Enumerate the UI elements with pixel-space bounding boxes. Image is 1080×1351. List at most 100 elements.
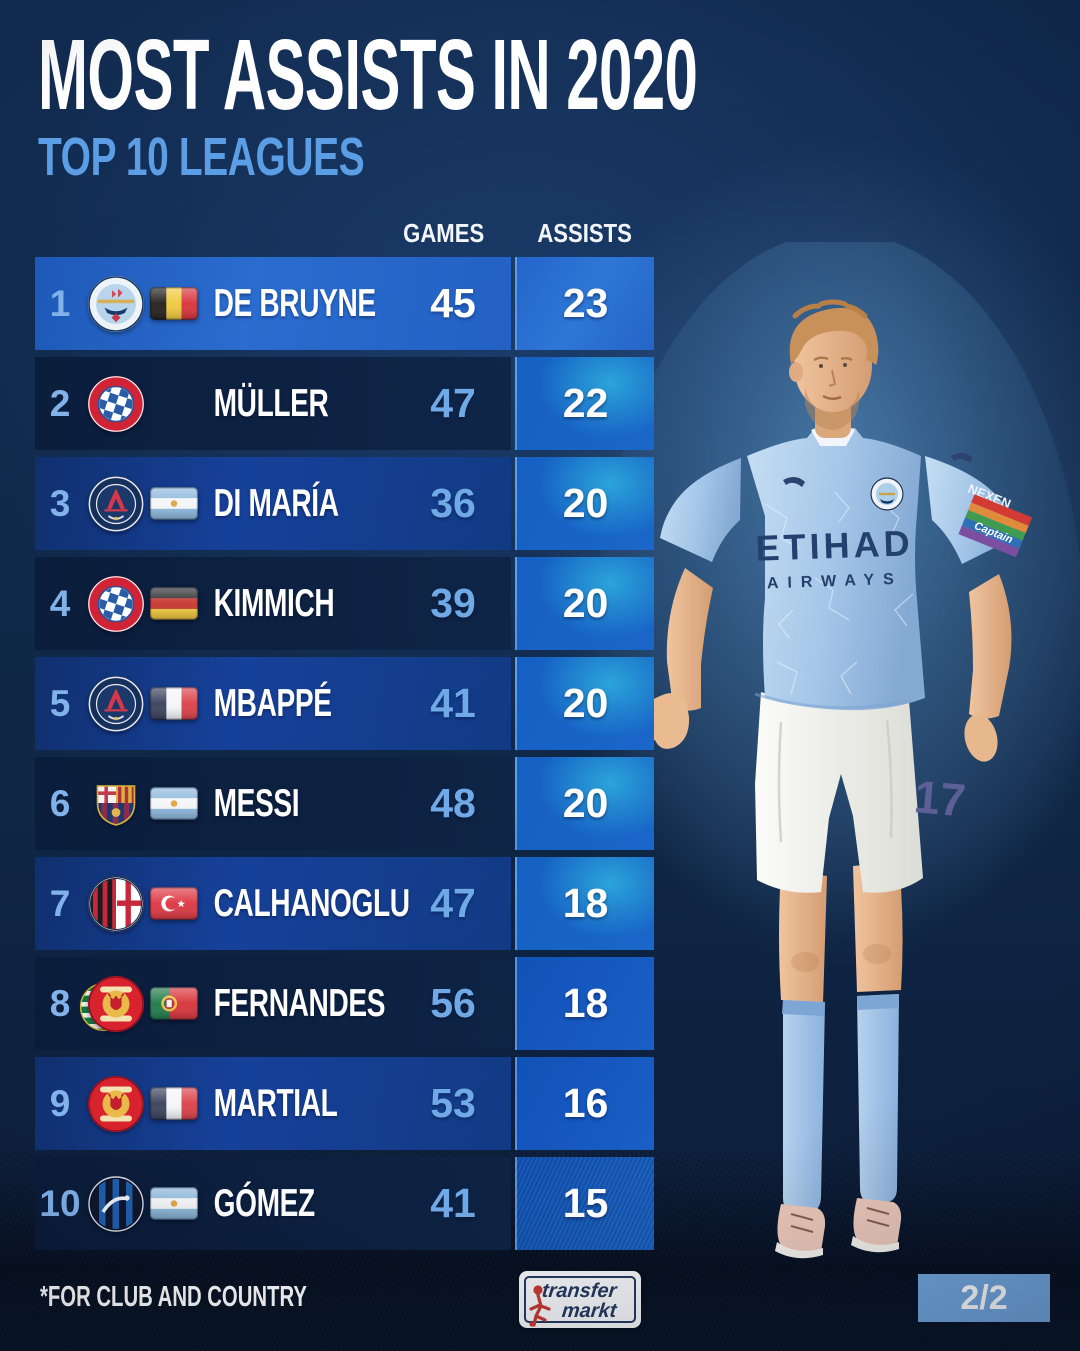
player-row-panel: 5 MBAPPÉ 41 bbox=[35, 657, 511, 750]
table-row: 10 GÓMEZ 41 15 bbox=[35, 1157, 660, 1250]
assists-value: 22 bbox=[562, 380, 609, 426]
jersey-sponsor-line2: AIRWAYS bbox=[767, 571, 903, 593]
rankings-table: 1 DE BRUYNE 45 23 2 MÜLLER 47 22 3 bbox=[35, 257, 660, 1257]
psg-badge-icon bbox=[85, 473, 147, 535]
player-name: FERNANDES bbox=[213, 981, 386, 1025]
ac-milan-badge-icon bbox=[85, 873, 147, 935]
table-row: 5 MBAPPÉ 41 20 bbox=[35, 657, 660, 750]
player-name: CALHANOGLU bbox=[213, 881, 410, 925]
atalanta-badge-icon bbox=[85, 1173, 147, 1235]
table-row: 1 DE BRUYNE 45 23 bbox=[35, 257, 660, 350]
psg-badge-icon bbox=[85, 673, 147, 735]
assists-value: 18 bbox=[562, 880, 609, 926]
table-row: 7 CALHANOGLU 47 18 bbox=[35, 857, 660, 950]
games-value: 53 bbox=[430, 1080, 476, 1126]
turkey-flag-icon bbox=[147, 887, 205, 920]
assists-value: 20 bbox=[562, 780, 609, 826]
assists-cell: 20 bbox=[515, 757, 654, 850]
player-name: MARTIAL bbox=[213, 1081, 338, 1125]
captain-armband-icon: Captain bbox=[958, 494, 1033, 558]
assists-value: 20 bbox=[562, 580, 609, 626]
player-row-panel: 2 MÜLLER 47 bbox=[35, 357, 511, 450]
puma-logo-icon bbox=[783, 476, 805, 487]
shorts-number: 17 bbox=[912, 770, 968, 826]
table-row: 8 FERNANDES 56 18 bbox=[35, 957, 660, 1050]
rank-label: 6 bbox=[49, 782, 71, 824]
assists-value: 15 bbox=[562, 1180, 609, 1226]
player-row-panel: 6 MESSI 48 bbox=[35, 757, 511, 850]
player-name: GÓMEZ bbox=[213, 1181, 316, 1225]
rank-label: 7 bbox=[49, 882, 71, 924]
rank-label: 2 bbox=[49, 382, 71, 424]
argentina-flag-icon bbox=[147, 1187, 205, 1220]
player-row-panel: 7 CALHANOGLU 47 bbox=[35, 857, 511, 950]
transfermarkt-logo: transfer markt bbox=[519, 1271, 641, 1328]
page-subtitle: TOP 10 LEAGUES bbox=[38, 127, 365, 187]
assists-cell: 22 bbox=[515, 357, 654, 450]
germany-flag-icon bbox=[147, 587, 205, 620]
belgium-flag-icon bbox=[147, 287, 205, 320]
france-flag-icon bbox=[147, 687, 205, 720]
man-city-badge-icon bbox=[85, 273, 147, 335]
table-row: 2 MÜLLER 47 22 bbox=[35, 357, 660, 450]
games-value: 36 bbox=[430, 480, 476, 526]
games-value: 39 bbox=[430, 580, 476, 626]
player-row-panel: 8 FERNANDES 56 bbox=[35, 957, 511, 1050]
player-row-panel: 4 KIMMICH 39 bbox=[35, 557, 511, 650]
player-name: DI MARÍA bbox=[213, 481, 339, 525]
assists-cell: 18 bbox=[515, 957, 654, 1050]
assists-cell: 20 bbox=[515, 557, 654, 650]
player-name: DE BRUYNE bbox=[213, 281, 377, 325]
games-value: 48 bbox=[430, 780, 476, 826]
rank-label: 8 bbox=[49, 982, 71, 1024]
rank-label: 5 bbox=[49, 682, 71, 724]
transfermarkt-logo-text: transfer markt bbox=[524, 1276, 636, 1327]
assists-value: 20 bbox=[562, 480, 609, 526]
rank-label: 10 bbox=[39, 1182, 81, 1224]
page-title: MOST ASSISTS IN 2020 bbox=[38, 19, 698, 131]
footnote: *FOR CLUB AND COUNTRY bbox=[40, 1281, 307, 1313]
player-shorts: 17 bbox=[755, 692, 968, 893]
column-headers: GAMES ASSISTS bbox=[0, 218, 1080, 250]
man-united-badge-icon bbox=[79, 973, 147, 1035]
table-row: 4 KIMMICH 39 20 bbox=[35, 557, 660, 650]
player-head bbox=[789, 299, 879, 438]
jersey-crackle-pattern bbox=[764, 481, 914, 695]
assists-cell: 23 bbox=[515, 257, 654, 350]
rank-label: 4 bbox=[49, 582, 71, 624]
player-name: MBAPPÉ bbox=[213, 681, 332, 725]
argentina-flag-icon bbox=[147, 487, 205, 520]
assists-cell: 15 bbox=[515, 1157, 654, 1250]
games-value: 45 bbox=[430, 280, 476, 326]
games-value: 47 bbox=[430, 880, 476, 926]
assists-value: 20 bbox=[562, 680, 609, 726]
player-name: MESSI bbox=[213, 781, 300, 825]
assists-cell: 20 bbox=[515, 657, 654, 750]
bayern-badge-icon bbox=[85, 373, 147, 435]
bayern-badge-icon bbox=[85, 573, 147, 635]
games-value: 56 bbox=[430, 980, 476, 1026]
games-value: 47 bbox=[430, 380, 476, 426]
player-name: MÜLLER bbox=[213, 381, 329, 425]
assists-value: 18 bbox=[562, 980, 609, 1026]
player-legs bbox=[775, 862, 903, 1259]
rank-label: 9 bbox=[49, 1082, 71, 1124]
man-united-badge-icon bbox=[85, 1073, 147, 1135]
france-flag-icon bbox=[147, 1087, 205, 1120]
player-row-panel: 10 GÓMEZ 41 bbox=[35, 1157, 511, 1250]
player-row-panel: 9 MARTIAL 53 bbox=[35, 1057, 511, 1150]
table-row: 3 DI MARÍA 36 20 bbox=[35, 457, 660, 550]
assists-cell: 18 bbox=[515, 857, 654, 950]
page-indicator: 2/2 bbox=[918, 1274, 1050, 1322]
player-torso: ETIHAD AIRWAYS bbox=[747, 425, 973, 711]
rank-label: 1 bbox=[49, 282, 71, 324]
argentina-flag-icon bbox=[147, 787, 205, 820]
portugal-flag-icon bbox=[147, 987, 205, 1020]
jersey-sponsor: ETIHAD bbox=[755, 522, 914, 568]
assists-column-header: ASSISTS bbox=[537, 218, 633, 248]
games-value: 41 bbox=[430, 1180, 476, 1226]
table-row: 9 MARTIAL 53 16 bbox=[35, 1057, 660, 1150]
puma-shoulder-logo-icon bbox=[951, 452, 973, 463]
assists-value: 16 bbox=[562, 1080, 609, 1126]
